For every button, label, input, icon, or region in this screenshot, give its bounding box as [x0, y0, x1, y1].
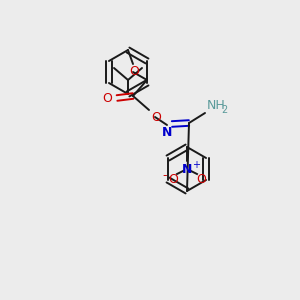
Text: -: -	[163, 169, 167, 182]
Text: O: O	[151, 111, 161, 124]
Text: NH: NH	[207, 99, 226, 112]
Text: O: O	[102, 92, 112, 104]
Text: 2: 2	[221, 105, 227, 115]
Text: N: N	[162, 126, 172, 139]
Text: +: +	[192, 160, 200, 170]
Text: O: O	[129, 65, 139, 78]
Text: O: O	[168, 173, 178, 186]
Text: N: N	[182, 163, 192, 176]
Text: O: O	[196, 173, 206, 186]
